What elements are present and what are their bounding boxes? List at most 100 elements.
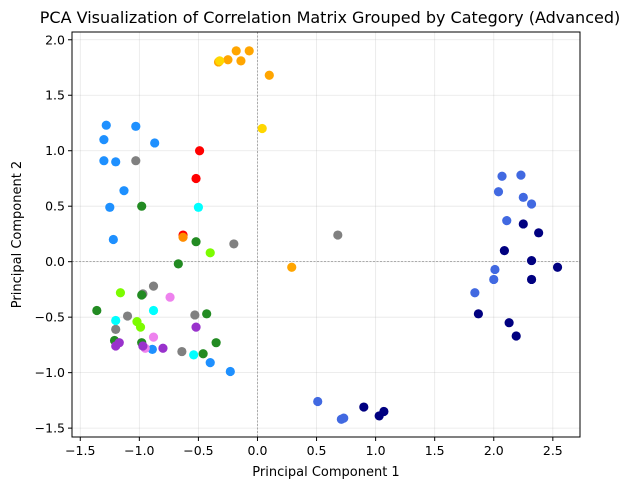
data-point [190, 310, 200, 320]
data-point [287, 262, 297, 272]
data-point [115, 288, 126, 298]
data-point [111, 324, 121, 334]
y-tick-label: 1.0 [45, 143, 65, 158]
data-point [518, 192, 528, 202]
data-point [148, 332, 159, 342]
data-point [534, 228, 544, 238]
data-point [92, 305, 102, 316]
data-point [489, 274, 499, 285]
data-point [526, 199, 537, 209]
y-tick-label: −0.5 [35, 310, 65, 325]
chart-title: PCA Visualization of Correlation Matrix … [40, 8, 620, 27]
data-point [516, 170, 526, 180]
data-point [191, 322, 201, 332]
data-point [470, 288, 480, 298]
data-point [211, 338, 221, 348]
data-point [158, 343, 168, 353]
data-point [374, 411, 384, 421]
data-point [137, 290, 147, 300]
data-point [108, 234, 118, 245]
y-tick-label: 2.0 [45, 32, 65, 47]
data-point [173, 259, 183, 269]
data-point [257, 123, 267, 134]
grid [72, 32, 580, 437]
data-point [131, 156, 141, 166]
y-tick-label: −1.0 [35, 365, 65, 380]
data-point [198, 349, 208, 359]
data-point [99, 156, 109, 166]
data-point [191, 173, 201, 184]
data-point [138, 341, 148, 351]
data-point [111, 315, 121, 326]
data-point [135, 322, 146, 332]
y-tick-label: 0.5 [45, 199, 65, 214]
data-point [215, 56, 225, 66]
x-tick-label: 2.5 [543, 443, 563, 458]
data-point [148, 305, 159, 316]
data-point [165, 292, 175, 302]
data-point [497, 171, 507, 181]
x-tick-label: 0.0 [248, 443, 268, 458]
x-tick-label: 2.0 [484, 443, 504, 458]
x-axis-label: Principal Component 1 [252, 465, 399, 480]
x-axis-ticks: −1.5 −1.0 −0.5 0.0 0.5 1.0 1.5 2.0 2.5 [65, 437, 563, 458]
x-tick-label: 1.0 [366, 443, 386, 458]
data-point [499, 245, 509, 256]
data-point [493, 187, 504, 197]
data-point [511, 331, 521, 341]
data-point [147, 344, 157, 354]
data-point [178, 232, 188, 242]
data-point [150, 138, 160, 148]
data-point [339, 413, 349, 423]
data-point [518, 219, 528, 229]
data-point [105, 202, 115, 212]
data-point [111, 341, 121, 351]
data-point [99, 135, 109, 145]
data-point [502, 216, 512, 226]
x-tick-label: −1.0 [124, 443, 154, 458]
x-tick-label: −1.5 [65, 443, 95, 458]
data-point [205, 248, 215, 258]
data-point [244, 46, 254, 56]
data-point [205, 358, 215, 368]
data-point [202, 309, 212, 319]
data-point [490, 264, 500, 275]
x-tick-label: 0.5 [307, 443, 327, 458]
data-point [193, 202, 204, 212]
data-point [191, 237, 201, 247]
reference-lines [72, 32, 580, 437]
plot-frame [71, 31, 581, 438]
y-tick-label: −1.5 [35, 421, 65, 436]
data-points [92, 46, 563, 424]
data-point [148, 281, 159, 291]
y-tick-label: 1.5 [45, 88, 65, 103]
data-point [526, 274, 537, 285]
data-point [189, 350, 199, 360]
data-point [231, 46, 241, 56]
data-point [552, 262, 563, 272]
data-point [264, 70, 274, 80]
data-point [177, 346, 187, 357]
y-axis-label: Principal Component 2 [10, 161, 25, 308]
y-axis-ticks: −1.5 −1.0 −0.5 0.0 0.5 1.0 1.5 2.0 [35, 32, 72, 436]
data-point [223, 55, 233, 65]
data-point [194, 146, 205, 156]
data-point [333, 230, 343, 240]
x-tick-label: −0.5 [183, 443, 213, 458]
data-point [137, 201, 147, 211]
data-point [313, 396, 323, 407]
data-point [236, 56, 246, 66]
y-tick-label: 0.0 [45, 254, 65, 269]
x-tick-label: 1.5 [425, 443, 445, 458]
data-point [119, 186, 129, 196]
data-point [122, 311, 133, 321]
data-point [504, 318, 514, 328]
data-point [101, 120, 111, 130]
data-point [359, 402, 369, 412]
data-point [131, 121, 141, 131]
data-point [225, 366, 235, 377]
data-point [111, 157, 121, 167]
data-point [526, 255, 537, 266]
